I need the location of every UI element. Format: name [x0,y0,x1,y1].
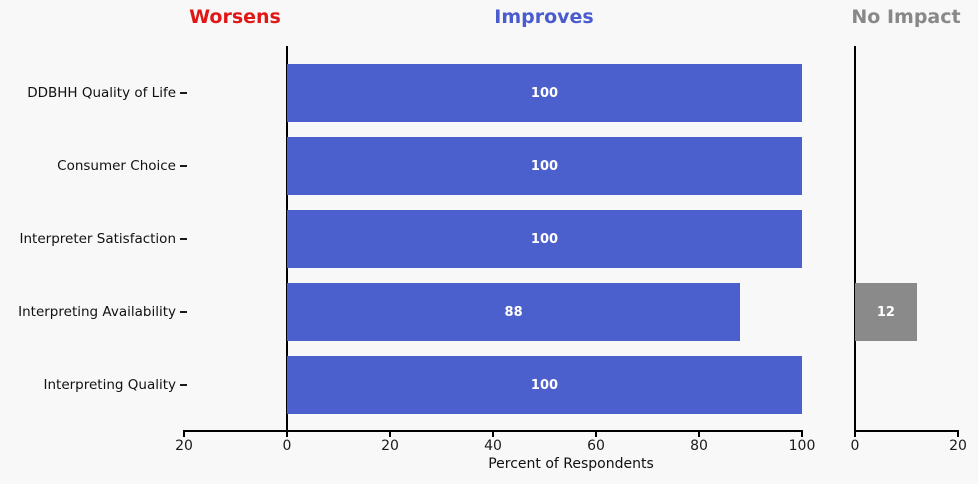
x-tick-mark [957,430,959,437]
no-impact-header: No Impact [851,6,961,28]
no-impact-zero-line [854,46,856,432]
category-label: Interpreter Satisfaction [19,231,176,247]
x-tick-label: 60 [587,438,605,454]
improves-bar-value: 88 [504,304,523,320]
x-tick-label: 40 [484,438,502,454]
x-tick-label: 0 [282,438,292,454]
x-tick-label: 80 [690,438,708,454]
x-tick-label: 0 [850,438,860,454]
improves-header: Improves [494,6,594,28]
y-tick-mark [180,92,187,94]
improves-bar [287,356,802,414]
improves-bar [287,137,802,195]
improves-bar [287,64,802,122]
x-tick-mark [183,430,185,437]
x-tick-mark [698,430,700,437]
x-axis-label: Percent of Respondents [488,456,654,472]
y-tick-mark [180,384,187,386]
improves-bar-value: 100 [530,377,559,393]
x-tick-label: 20 [381,438,399,454]
x-tick-mark [286,430,288,437]
improves-bar-value: 100 [530,158,559,174]
y-tick-mark [180,311,187,313]
x-tick-label: 20 [949,438,967,454]
y-tick-mark [180,238,187,240]
improves-bar [287,283,741,341]
no-impact-bar [855,283,917,341]
no-impact-bar-value: 12 [876,304,895,320]
no-impact-axis-line [855,430,959,432]
x-tick-mark [854,430,856,437]
improves-bar-value: 100 [530,231,559,247]
x-tick-mark [595,430,597,437]
category-label: Interpreting Quality [43,377,176,393]
x-tick-mark [492,430,494,437]
x-tick-mark [801,430,803,437]
x-tick-mark [389,430,391,437]
x-tick-label: 20 [175,438,193,454]
worsens-header: Worsens [189,6,281,28]
x-tick-label: 100 [788,438,816,454]
category-label: Interpreting Availability [18,304,176,320]
improves-bar [287,210,802,268]
improves-bar-value: 100 [530,85,559,101]
category-label: Consumer Choice [57,158,176,174]
y-tick-mark [180,165,187,167]
category-label: DDBHH Quality of Life [27,85,176,101]
